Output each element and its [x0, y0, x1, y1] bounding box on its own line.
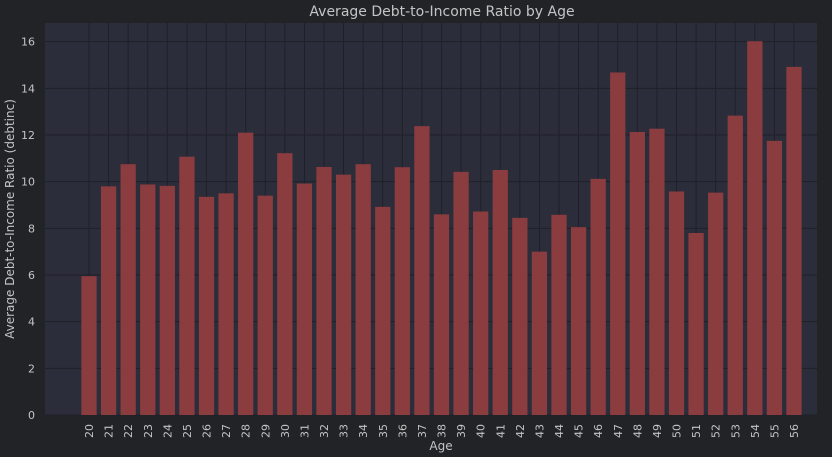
bar-age-28 — [238, 132, 254, 415]
x-tick-label: 52 — [710, 424, 723, 438]
y-tick-label: 4 — [28, 316, 35, 329]
x-tick-label: 43 — [533, 424, 546, 438]
x-tick-label: 30 — [279, 424, 292, 438]
x-tick-label: 32 — [318, 424, 331, 438]
x-tick-label: 31 — [298, 424, 311, 438]
bar-age-39 — [453, 171, 469, 415]
x-tick-label: 24 — [161, 424, 174, 438]
y-tick-label: 2 — [28, 362, 35, 375]
x-tick-label: 27 — [220, 424, 233, 438]
x-tick-label: 29 — [259, 424, 272, 438]
bar-age-29 — [257, 195, 273, 415]
chart-title: Average Debt-to-Income Ratio by Age — [309, 4, 574, 20]
bar-age-34 — [355, 164, 371, 415]
bar-age-45 — [570, 227, 587, 415]
bar-age-46 — [590, 178, 606, 415]
bar-age-51 — [688, 233, 704, 415]
x-tick-label: 49 — [651, 424, 664, 438]
bar-age-38 — [433, 214, 450, 415]
bar-age-20 — [81, 276, 97, 415]
y-axis-label: Average Debt-to-Income Ratio (debtinc) — [3, 99, 17, 339]
x-tick-label: 45 — [573, 424, 586, 438]
x-tick-label: 50 — [671, 424, 684, 438]
x-tick-label: 55 — [768, 424, 781, 438]
x-tick-label: 34 — [357, 424, 370, 438]
x-tick-label: 40 — [475, 424, 488, 438]
bar-age-22 — [120, 164, 136, 415]
bar-age-40 — [473, 211, 489, 415]
bar-age-49 — [649, 128, 665, 415]
x-tick-label: 42 — [514, 424, 527, 438]
x-tick-label: 38 — [436, 424, 449, 438]
bar-age-21 — [100, 186, 117, 415]
y-tick-label: 16 — [21, 36, 35, 49]
bar-age-48 — [629, 131, 645, 415]
x-tick-label: 20 — [83, 424, 96, 438]
y-tick-label: 10 — [21, 176, 35, 189]
y-tick-label: 8 — [28, 222, 35, 235]
x-tick-label: 33 — [338, 424, 351, 438]
x-tick-label: 56 — [788, 424, 801, 438]
bar-age-54 — [747, 41, 763, 415]
x-tick-label: 51 — [690, 424, 703, 438]
x-tick-label: 28 — [240, 424, 253, 438]
bar-age-25 — [179, 156, 195, 415]
bar-age-43 — [531, 251, 548, 415]
x-tick-label: 22 — [122, 424, 135, 438]
x-tick-label: 25 — [181, 424, 194, 438]
y-axis-ticks: 0 2 4 6 8 10 12 14 16 — [21, 36, 35, 422]
bar-age-33 — [335, 174, 352, 415]
x-tick-label: 47 — [612, 424, 625, 438]
bar-age-24 — [159, 185, 175, 415]
bar-age-41 — [492, 170, 508, 415]
bar-age-53 — [727, 115, 743, 415]
x-tick-label: 54 — [749, 424, 762, 438]
bar-age-31 — [296, 183, 313, 415]
bar-age-44 — [551, 214, 567, 415]
bar-age-30 — [277, 153, 293, 415]
x-axis-ticks: 20 21 22 23 24 25 26 27 28 29 30 31 32 33 34 35 36 37 38 39… — [83, 424, 801, 438]
y-tick-label: 14 — [21, 82, 35, 95]
y-tick-label: 0 — [28, 409, 35, 422]
x-tick-label: 53 — [729, 424, 742, 438]
x-tick-label: 37 — [416, 424, 429, 438]
x-tick-label: 21 — [103, 424, 116, 438]
bar-age-32 — [316, 166, 332, 415]
x-tick-label: 36 — [396, 424, 409, 438]
x-tick-label: 46 — [592, 424, 605, 438]
x-tick-label: 41 — [494, 424, 507, 438]
x-axis-label: Age — [429, 439, 452, 453]
bar-age-37 — [414, 126, 430, 415]
bar-age-55 — [766, 140, 783, 416]
x-tick-label: 44 — [553, 424, 566, 438]
bars — [81, 41, 802, 416]
x-tick-label: 26 — [201, 424, 214, 438]
bar-age-27 — [218, 193, 234, 415]
bar-age-52 — [708, 192, 724, 415]
x-tick-label: 39 — [455, 424, 468, 438]
bar-age-23 — [140, 184, 156, 415]
bar-age-47 — [610, 72, 626, 415]
bar-age-26 — [198, 196, 215, 415]
bar-age-42 — [512, 217, 528, 415]
bar-age-35 — [375, 206, 391, 415]
x-tick-label: 48 — [631, 424, 644, 438]
bar-age-56 — [786, 66, 802, 415]
x-tick-label: 35 — [377, 424, 390, 438]
y-tick-label: 12 — [21, 129, 35, 142]
y-tick-label: 6 — [28, 269, 35, 282]
x-tick-label: 23 — [142, 424, 155, 438]
bar-age-36 — [394, 167, 410, 415]
bar-age-50 — [668, 191, 685, 415]
